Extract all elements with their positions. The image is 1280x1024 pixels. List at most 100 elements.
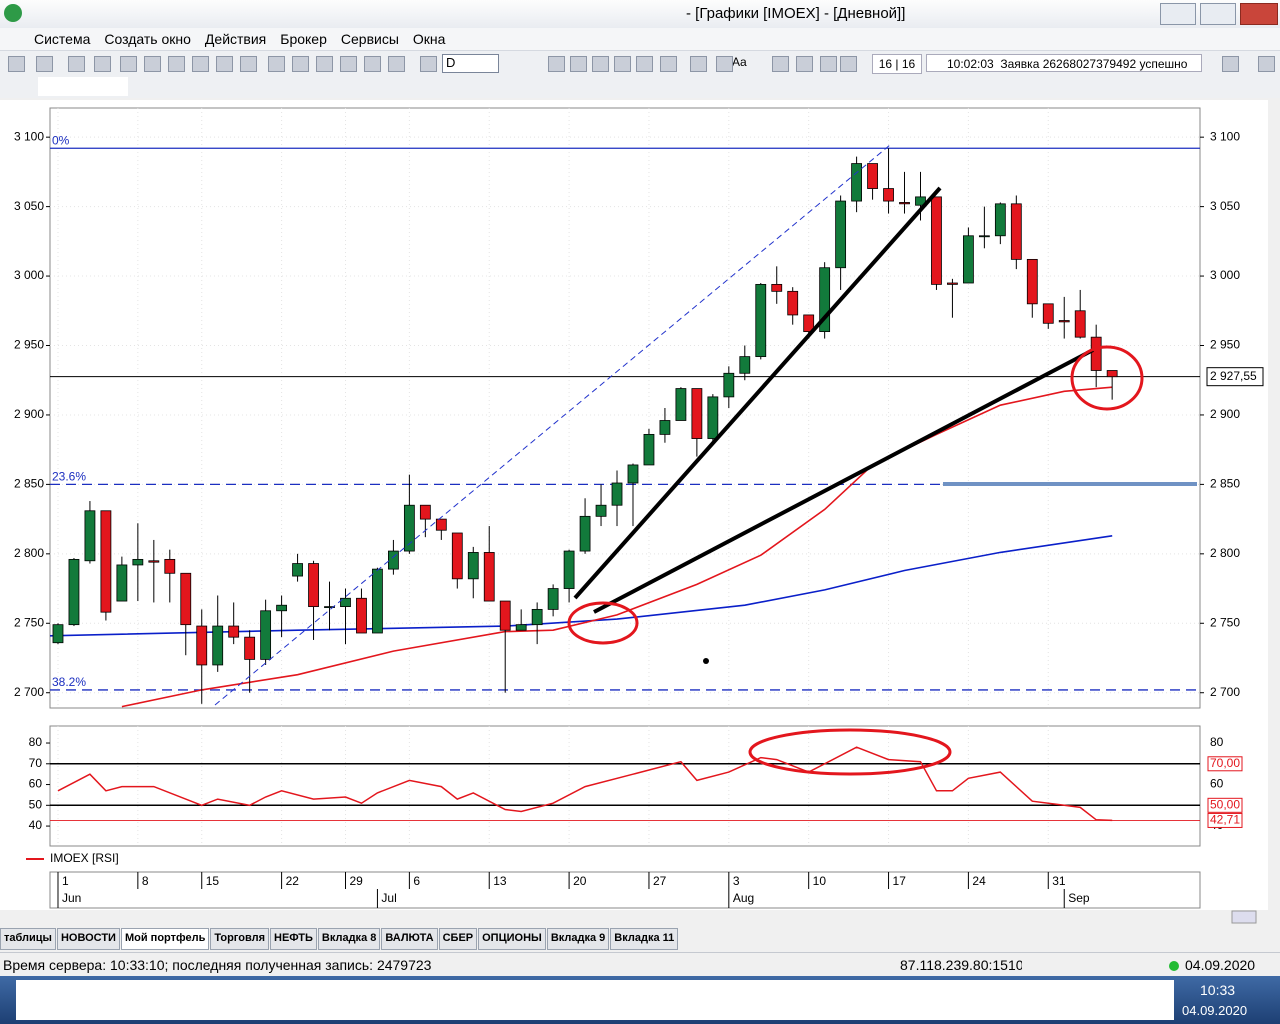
tab[interactable]: Мой портфель	[120, 928, 210, 950]
toolbar-icon[interactable]	[120, 56, 137, 72]
tab[interactable]: СБЕР	[438, 928, 478, 950]
candle-body	[627, 464, 639, 484]
rsi-level-label: 70,00	[1210, 756, 1240, 770]
candle-body	[499, 600, 511, 631]
toolbar-icon[interactable]	[268, 56, 285, 72]
candle-body	[675, 388, 687, 421]
date-label: 3	[733, 874, 740, 888]
toolbar-icon[interactable]	[94, 56, 111, 72]
minimize[interactable]	[1160, 3, 1196, 25]
trend-line	[573, 186, 942, 600]
candle-body	[196, 625, 208, 666]
candle-body	[467, 552, 479, 580]
title-bar: - [Графики [IMOEX] - [Дневной]]	[0, 0, 1280, 29]
tab[interactable]: Вкладка 9	[546, 928, 610, 950]
rsi-last-label: 42,71	[1210, 813, 1240, 827]
toolbar-icon[interactable]	[240, 56, 257, 72]
toolbar-icon[interactable]	[570, 56, 587, 72]
message[interactable]: 10:02:03 Заявка 26268027379492 успешно	[926, 54, 1202, 72]
candle-body	[483, 552, 495, 602]
toolbar-icon[interactable]	[292, 56, 309, 72]
candle-body	[244, 636, 256, 660]
menu-item[interactable]: Система	[34, 31, 91, 47]
toolbar-icon[interactable]	[840, 56, 857, 72]
taskbar-input[interactable]	[16, 980, 1174, 1020]
toolbar-icon[interactable]	[168, 56, 185, 72]
menu-item[interactable]: Брокер	[280, 31, 327, 47]
toolbar-icon[interactable]	[716, 56, 733, 72]
toolbar-icon[interactable]	[192, 56, 209, 72]
toolbar: D Aa 16 | 16 10:02:03 Заявка 26268027379…	[0, 50, 1280, 77]
candle-body	[68, 558, 80, 626]
tab[interactable]: ВАЛЮТА	[381, 928, 438, 950]
tab[interactable]: Вкладка 11	[610, 928, 679, 950]
candle-body	[52, 624, 64, 644]
tab[interactable]: Торговля	[210, 928, 269, 950]
candle-body	[451, 532, 463, 580]
toolbar-icon[interactable]	[1258, 56, 1275, 72]
toolbar-icon[interactable]	[772, 56, 789, 72]
legend-label: IMOEX [RSI]	[50, 851, 119, 865]
candle-body	[308, 563, 319, 608]
menu-item[interactable]: Действия	[204, 31, 267, 47]
toolbar-icon[interactable]	[316, 56, 333, 72]
candle-body	[547, 588, 559, 610]
toolbar-icon[interactable]	[660, 56, 677, 72]
date-axis	[49, 871, 1201, 909]
toolbar-icon[interactable]	[592, 56, 609, 72]
h-scrollbar[interactable]	[0, 910, 1268, 926]
date-label: 22	[286, 874, 300, 888]
toolbar-icon[interactable]	[420, 56, 437, 72]
toolbar-icon[interactable]	[36, 56, 53, 72]
candle-body	[148, 560, 160, 563]
candle-body	[883, 188, 894, 202]
y-tick-label: 3 050	[1210, 199, 1240, 213]
y-tick-label: 3 100	[1210, 129, 1240, 143]
toolbar-icon[interactable]	[388, 56, 405, 72]
chart: IMOEX [RSI] 2 700 2 700 2 750 2 750 2 800 2 8…	[0, 100, 1280, 926]
toolbar-icon[interactable]	[820, 56, 837, 72]
close[interactable]	[1240, 3, 1278, 25]
interval-select[interactable]: D	[442, 54, 499, 73]
toolbar-icon[interactable]	[548, 56, 565, 72]
candle-body	[84, 510, 96, 562]
rsi-badge	[1207, 756, 1243, 772]
candle-body	[292, 563, 303, 577]
scroll-thumb[interactable]	[1231, 910, 1257, 924]
toolbar-icon[interactable]	[614, 56, 631, 72]
rsi-badge	[1207, 797, 1243, 813]
candle-body	[1042, 303, 1054, 324]
tab[interactable]: Вкладка 8	[317, 928, 381, 950]
search-input[interactable]	[38, 77, 128, 96]
toolbar-icon[interactable]	[144, 56, 161, 72]
status-bar: Время сервера: 10:33:10; последняя получ…	[0, 952, 1280, 977]
toolbar-icon[interactable]	[8, 56, 25, 72]
candle-body	[164, 558, 176, 574]
toolbar-icon[interactable]	[1222, 56, 1239, 72]
tab[interactable]: НЕФТЬ	[270, 928, 317, 950]
maximize[interactable]	[1200, 3, 1236, 25]
font-button[interactable]: Aa	[732, 55, 747, 69]
tab[interactable]: таблицы	[0, 928, 56, 950]
candle-body	[947, 282, 958, 285]
candle-body	[132, 558, 144, 566]
tab[interactable]: ОПЦИОНЫ	[478, 928, 546, 950]
tab[interactable]: НОВОСТИ	[56, 928, 120, 950]
y-tick-label: 3 000	[1210, 268, 1240, 282]
month-label: Aug	[733, 891, 754, 905]
highlight	[748, 728, 952, 776]
candle-body	[787, 290, 799, 316]
v-scrollbar[interactable]	[1268, 100, 1280, 910]
toolbar-icon[interactable]	[364, 56, 381, 72]
toolbar-icon[interactable]	[340, 56, 357, 72]
y-tick-label: 3 100	[14, 129, 44, 143]
toolbar-icon[interactable]	[636, 56, 653, 72]
menu-item[interactable]: Окна	[412, 31, 446, 47]
toolbar-icon[interactable]	[690, 56, 707, 72]
toolbar-icon[interactable]	[68, 56, 85, 72]
menu-item[interactable]: Создать окно	[104, 31, 191, 47]
candle-body	[1074, 310, 1086, 338]
toolbar-icon[interactable]	[796, 56, 813, 72]
toolbar-icon[interactable]	[216, 56, 233, 72]
menu-item[interactable]: Сервисы	[340, 31, 399, 47]
